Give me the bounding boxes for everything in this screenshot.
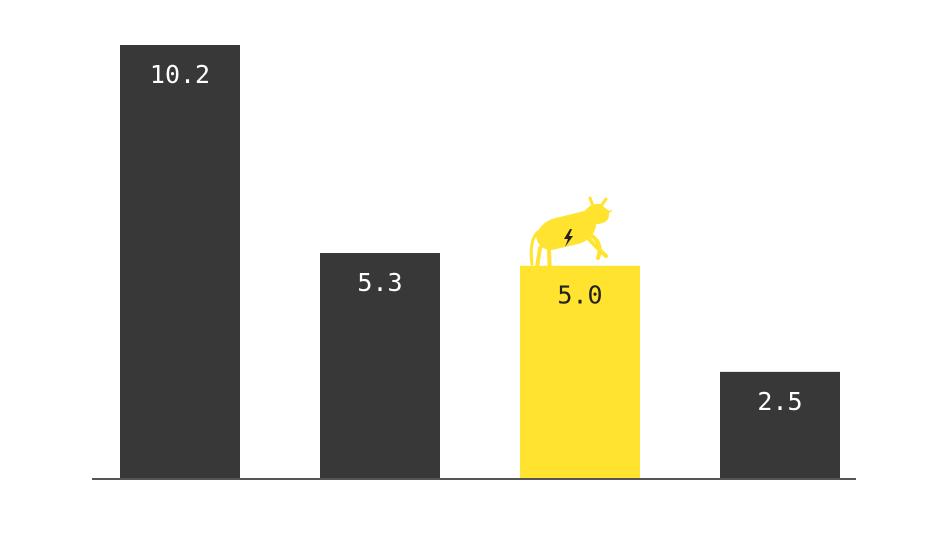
labels-layer: 10.2 5.3 5.0 2.5 (150, 60, 803, 416)
bar-value-label-3: 5.0 (557, 281, 602, 310)
bar-value-label-4: 2.5 (757, 387, 802, 416)
bar-4 (720, 371, 840, 478)
bar-value-label-1: 10.2 (150, 60, 210, 89)
bar-value-label-2: 5.3 (357, 268, 402, 297)
bar-1 (120, 45, 240, 478)
lightning-bolt-icon (564, 229, 573, 247)
bars-layer (120, 45, 840, 478)
cow-icon (529, 196, 613, 277)
bar-2 (320, 253, 440, 478)
bar-3 (520, 265, 640, 478)
